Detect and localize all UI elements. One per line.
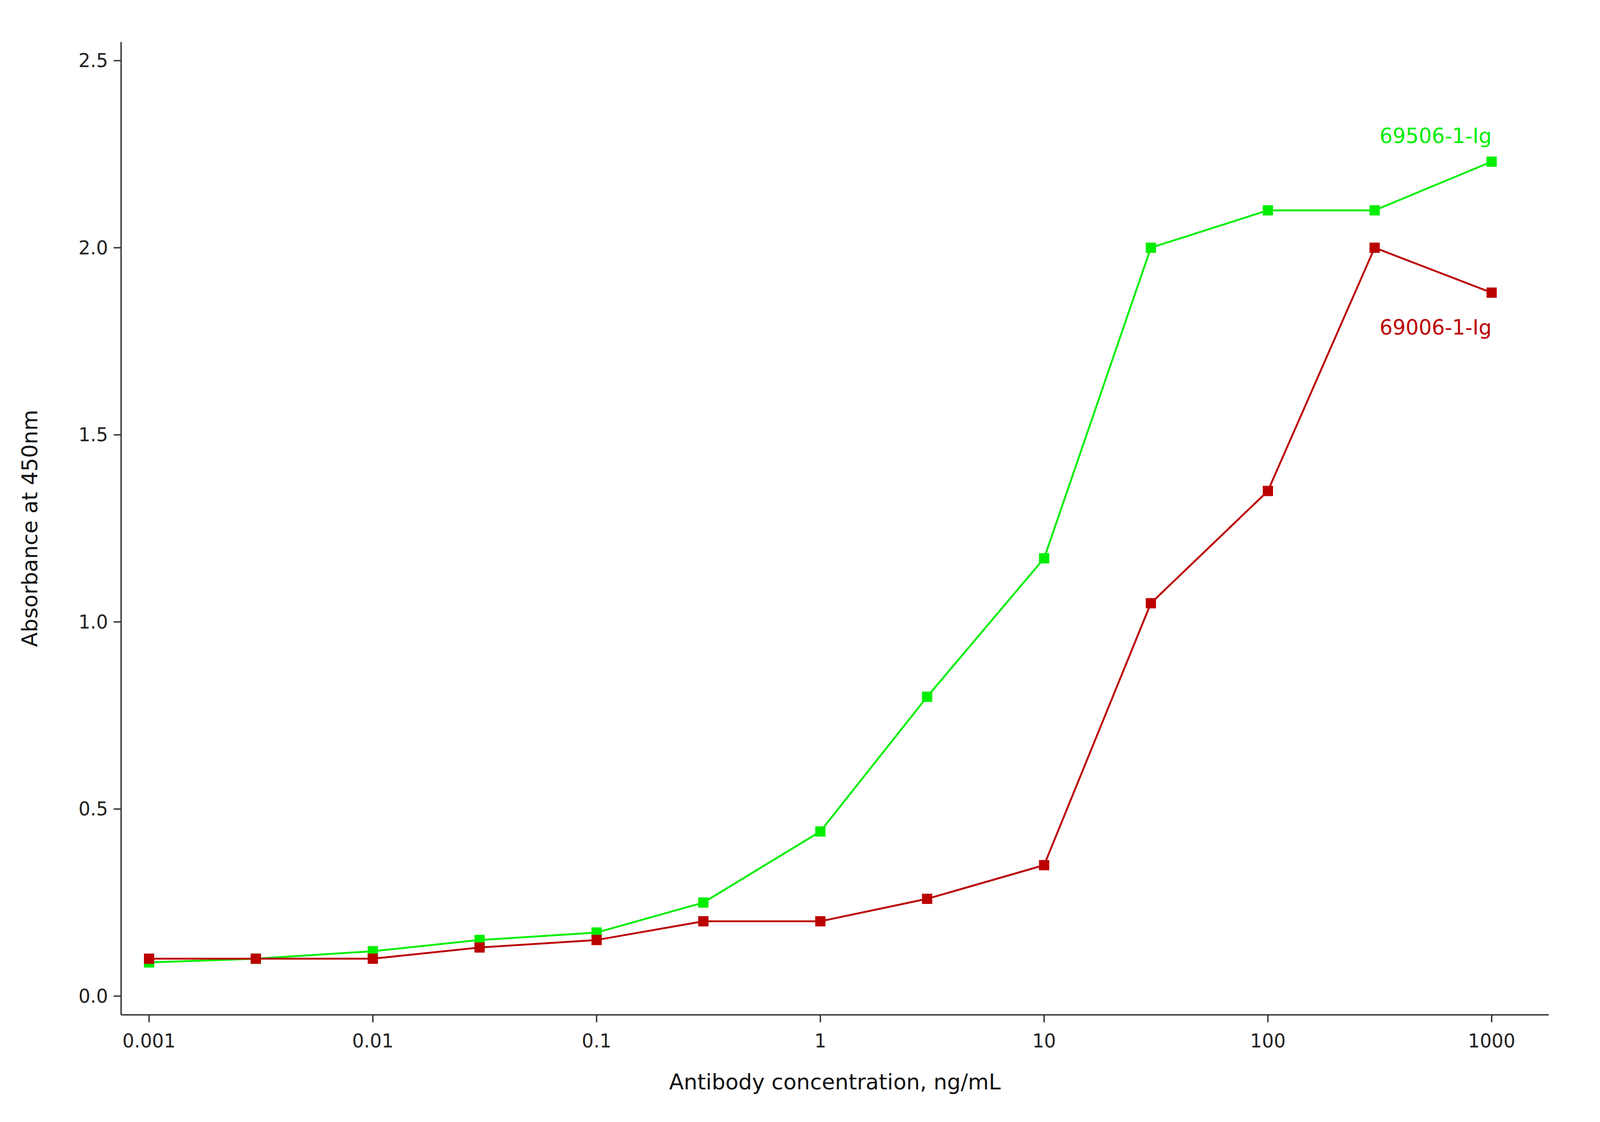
- y-axis-title: Absorbance at 450nm: [17, 409, 43, 647]
- data-point: [250, 953, 261, 964]
- data-point: [1486, 156, 1497, 167]
- plot-area: [143, 156, 1497, 968]
- x-tick: [372, 1014, 374, 1022]
- x-tick: [819, 1014, 822, 1022]
- series-label: 69506-1-Ig: [1379, 123, 1492, 148]
- data-point: [1369, 242, 1380, 253]
- data-point: [921, 893, 933, 904]
- x-tick: [1043, 1014, 1045, 1022]
- x-tick: [1491, 1014, 1493, 1022]
- y-tick: [113, 994, 122, 997]
- y-axis-line: [120, 41, 123, 1015]
- y-tick-label: 1.0: [78, 611, 109, 633]
- x-tick: [595, 1014, 598, 1022]
- data-point: [250, 953, 261, 964]
- data-point: [815, 915, 826, 926]
- series-label: 69006-1-Ig: [1379, 315, 1492, 340]
- chart: 0.001 0.01 0.1 1 10 100 1000 0.0 0.5 1.0 1.5 2.0 2.5…: [0, 0, 1600, 1122]
- data-point: [815, 825, 826, 837]
- data-point: [1369, 204, 1380, 216]
- y-tick: [113, 246, 122, 249]
- y-tick-label: 2.5: [78, 49, 109, 72]
- data-point: [143, 953, 155, 964]
- x-tick-label: 10: [1032, 1029, 1056, 1052]
- x-tick-label: 100: [1250, 1029, 1286, 1052]
- y-tick: [113, 434, 122, 436]
- x-axis-line: [121, 1014, 1549, 1016]
- series-labels: 69506-1-Ig 69006-1-Ig: [1379, 123, 1492, 340]
- data-point: [367, 953, 378, 964]
- x-tick-label: 1: [814, 1029, 826, 1052]
- series-line: [149, 247, 1492, 959]
- x-tick: [148, 1014, 150, 1022]
- axes: 0.001 0.01 0.1 1 10 100 1000 0.0 0.5 1.0 1.5 2.0 2.5: [78, 41, 1549, 1052]
- y-tick-label: 2.0: [78, 237, 109, 259]
- y-tick: [113, 620, 122, 623]
- x-tick-label: 0.1: [581, 1029, 612, 1052]
- data-point: [698, 897, 709, 908]
- y-tick-label: 1.5: [78, 423, 109, 446]
- y-tick-label: 0.5: [78, 797, 109, 820]
- x-tick-label: 0.001: [122, 1029, 177, 1052]
- data-point: [1039, 552, 1050, 564]
- data-point: [1486, 287, 1497, 298]
- data-point: [591, 934, 602, 945]
- x-axis-title: Antibody concentration, ng/mL: [669, 1068, 1001, 1095]
- data-point: [1262, 485, 1274, 497]
- x-tick-label: 0.01: [352, 1029, 394, 1052]
- series: [143, 242, 1497, 964]
- y-tick-label: 0.0: [78, 985, 109, 1007]
- x-tick: [1266, 1014, 1269, 1022]
- data-point: [1262, 204, 1274, 216]
- y-tick: [113, 60, 122, 62]
- data-point: [1145, 242, 1157, 253]
- x-tick-label: 1000: [1467, 1029, 1516, 1052]
- series-line: [149, 161, 1492, 963]
- data-point: [698, 915, 709, 926]
- data-point: [474, 941, 485, 953]
- data-point: [1145, 598, 1157, 609]
- y-tick: [113, 808, 122, 810]
- series: [143, 156, 1497, 968]
- data-point: [1039, 859, 1050, 871]
- data-point: [921, 691, 933, 702]
